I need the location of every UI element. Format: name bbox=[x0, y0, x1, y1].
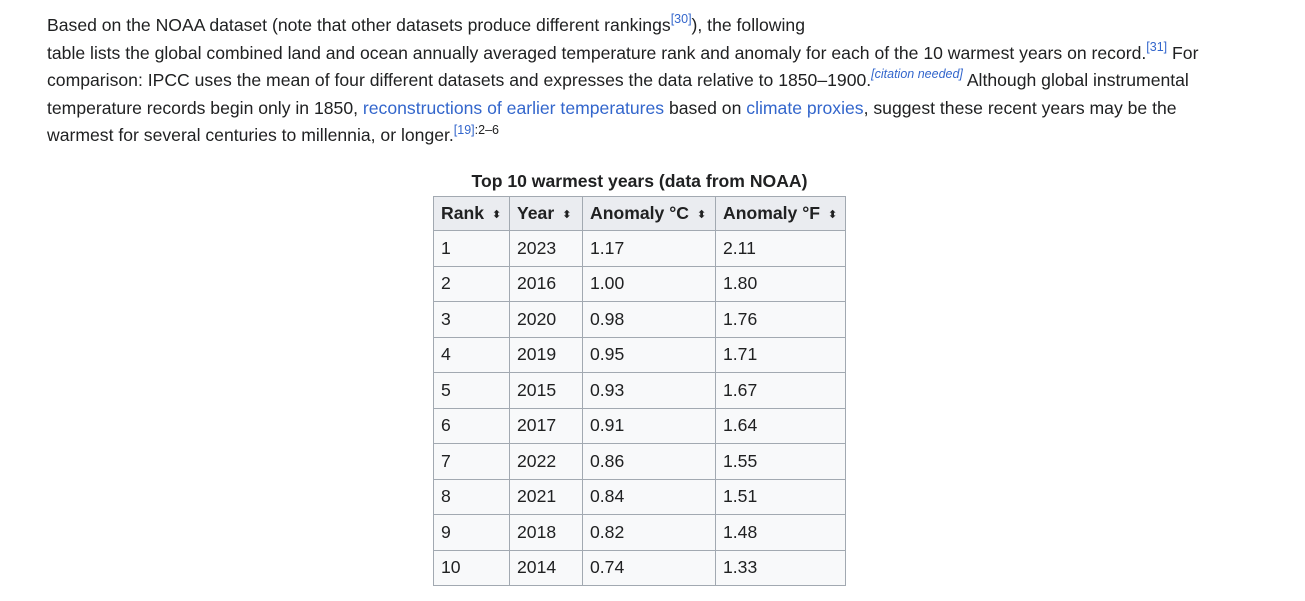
cell-anomaly-f: 1.67 bbox=[715, 372, 846, 409]
paragraph-text: , suggest these recent years may be the bbox=[863, 97, 1177, 118]
climate-proxies-link[interactable]: climate proxies bbox=[746, 97, 864, 118]
citation-needed[interactable]: [citation needed] bbox=[871, 67, 963, 81]
table-row: 2 2016 1.00 1.80 bbox=[433, 265, 846, 302]
reference-link-30[interactable]: [30] bbox=[670, 12, 692, 27]
cell-rank: 5 bbox=[433, 372, 510, 409]
citation-needed-link[interactable]: [citation needed] bbox=[871, 67, 963, 82]
paragraph-text: temperature records begin only in 1850, bbox=[47, 97, 363, 118]
cell-year: 2023 bbox=[509, 230, 583, 267]
paragraph-text: based on bbox=[664, 97, 747, 118]
sort-icon[interactable]: ⬍ bbox=[827, 209, 838, 221]
cell-anomaly-f: 1.51 bbox=[715, 478, 846, 515]
cell-rank: 8 bbox=[433, 478, 510, 515]
column-header-year[interactable]: Year ⬍ bbox=[509, 196, 583, 231]
cell-anomaly-f: 1.33 bbox=[715, 549, 846, 586]
table-row: 10 2014 0.74 1.33 bbox=[433, 549, 846, 586]
cell-year: 2020 bbox=[509, 301, 583, 338]
cell-rank: 4 bbox=[433, 336, 510, 373]
table-row: 8 2021 0.84 1.51 bbox=[433, 478, 846, 515]
paragraph-text: table lists the global combined land and… bbox=[47, 42, 1147, 63]
cell-anomaly-f: 1.55 bbox=[715, 443, 846, 480]
paragraph-text: comparison: IPCC uses the mean of four d… bbox=[47, 70, 872, 91]
column-header-rank[interactable]: Rank ⬍ bbox=[433, 196, 510, 231]
paragraph-line-5: warmest for several centuries to millenn… bbox=[47, 122, 1247, 150]
paragraph-text: warmest for several centuries to millenn… bbox=[47, 125, 454, 146]
paragraph-line-3: comparison: IPCC uses the mean of four d… bbox=[47, 67, 1247, 95]
cell-anomaly-c: 0.91 bbox=[582, 407, 716, 444]
paragraph-text: For bbox=[1167, 42, 1199, 63]
warmest-years-table: Rank ⬍ Year ⬍ Anomaly °C ⬍ Anomaly °F ⬍ 1 20… bbox=[433, 196, 846, 586]
reconstructions-link[interactable]: reconstructions of earlier temperatures bbox=[362, 97, 665, 118]
cell-rank: 1 bbox=[433, 230, 510, 267]
column-header-label: Rank bbox=[441, 203, 485, 223]
reference-31[interactable]: [31] bbox=[1146, 40, 1167, 54]
column-header-label: Anomaly °C bbox=[590, 203, 689, 223]
reference-pages: :2–6 bbox=[474, 122, 499, 137]
cell-anomaly-f: 1.64 bbox=[715, 407, 846, 444]
cell-year: 2016 bbox=[509, 265, 583, 302]
cell-year: 2017 bbox=[509, 407, 583, 444]
paragraph-line-4: temperature records begin only in 1850, … bbox=[47, 95, 1247, 123]
reference-19[interactable]: [19]:2–6 bbox=[454, 123, 499, 137]
reference-link-19[interactable]: [19] bbox=[453, 122, 475, 137]
cell-year: 2019 bbox=[509, 336, 583, 373]
table-row: 3 2020 0.98 1.76 bbox=[433, 301, 846, 338]
cell-anomaly-c: 0.86 bbox=[582, 443, 716, 480]
cell-year: 2018 bbox=[509, 514, 583, 551]
cell-year: 2014 bbox=[509, 549, 583, 586]
table-row: 9 2018 0.82 1.48 bbox=[433, 514, 846, 551]
cell-anomaly-c: 0.98 bbox=[582, 301, 716, 338]
cell-anomaly-c: 0.84 bbox=[582, 478, 716, 515]
column-header-label: Year bbox=[517, 203, 555, 223]
cell-year: 2022 bbox=[509, 443, 583, 480]
cell-anomaly-c: 1.00 bbox=[582, 265, 716, 302]
cell-anomaly-c: 0.95 bbox=[582, 336, 716, 373]
table-row: 5 2015 0.93 1.67 bbox=[433, 372, 846, 409]
cell-rank: 7 bbox=[433, 443, 510, 480]
cell-anomaly-c: 1.17 bbox=[582, 230, 716, 267]
paragraph-line-2: table lists the global combined land and… bbox=[47, 40, 1247, 68]
cell-anomaly-c: 0.82 bbox=[582, 514, 716, 551]
table-row: 4 2019 0.95 1.71 bbox=[433, 336, 846, 373]
cell-anomaly-f: 2.11 bbox=[715, 230, 846, 267]
column-header-anomaly-f[interactable]: Anomaly °F ⬍ bbox=[715, 196, 846, 231]
column-header-label: Anomaly °F bbox=[723, 203, 820, 223]
cell-rank: 10 bbox=[433, 549, 510, 586]
table-caption: Top 10 warmest years (data from NOAA) bbox=[471, 171, 808, 191]
column-header-anomaly-c[interactable]: Anomaly °C ⬍ bbox=[582, 196, 716, 231]
table-header-row: Rank ⬍ Year ⬍ Anomaly °C ⬍ Anomaly °F ⬍ bbox=[433, 196, 846, 231]
cell-year: 2021 bbox=[509, 478, 583, 515]
cell-anomaly-c: 0.74 bbox=[582, 549, 716, 586]
sort-icon[interactable]: ⬍ bbox=[492, 209, 502, 221]
cell-anomaly-c: 0.93 bbox=[582, 372, 716, 409]
sort-icon[interactable]: ⬍ bbox=[696, 209, 707, 221]
cell-year: 2015 bbox=[509, 372, 583, 409]
cell-anomaly-f: 1.80 bbox=[715, 265, 846, 302]
cell-anomaly-f: 1.48 bbox=[715, 514, 846, 551]
sort-icon[interactable]: ⬍ bbox=[562, 209, 572, 221]
cell-anomaly-f: 1.76 bbox=[715, 301, 846, 338]
paragraph-text: Although global instrumental bbox=[962, 70, 1189, 91]
paragraph-line-1: Based on the NOAA dataset (note that oth… bbox=[47, 12, 1247, 40]
reference-30[interactable]: [30] bbox=[671, 12, 692, 26]
cell-anomaly-f: 1.71 bbox=[715, 336, 846, 373]
table-row: 1 2023 1.17 2.11 bbox=[433, 230, 846, 267]
table-row: 7 2022 0.86 1.55 bbox=[433, 443, 846, 480]
reference-link-31[interactable]: [31] bbox=[1146, 39, 1168, 54]
paragraph-text: ), the following bbox=[691, 15, 805, 35]
paragraph-text: Based on the NOAA dataset (note that oth… bbox=[47, 15, 671, 35]
cell-rank: 2 bbox=[433, 265, 510, 302]
cell-rank: 6 bbox=[433, 407, 510, 444]
article-paragraph: Based on the NOAA dataset (note that oth… bbox=[47, 12, 1247, 150]
table-row: 6 2017 0.91 1.64 bbox=[433, 407, 846, 444]
cell-rank: 3 bbox=[433, 301, 510, 338]
cell-rank: 9 bbox=[433, 514, 510, 551]
